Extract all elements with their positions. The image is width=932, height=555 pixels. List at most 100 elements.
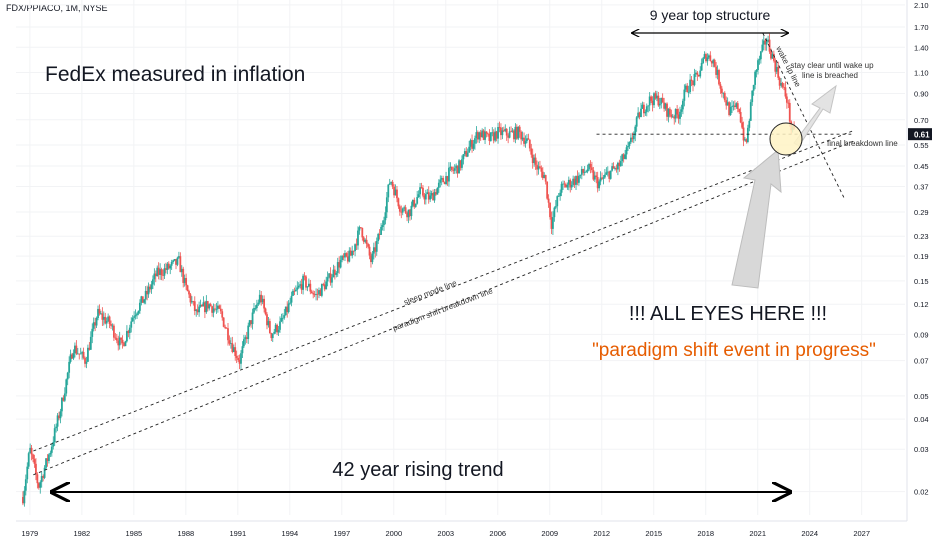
candle <box>515 124 518 140</box>
candle <box>56 412 59 432</box>
candle-body <box>289 302 291 304</box>
candle-body <box>76 353 79 355</box>
candle-body <box>231 343 234 352</box>
candle-body <box>232 347 235 352</box>
candle-body <box>781 82 784 87</box>
candle <box>459 160 462 171</box>
stay-clear-label-2: line is breached <box>802 71 858 80</box>
candle <box>354 243 356 257</box>
candle-body <box>576 176 579 183</box>
candle <box>645 103 648 117</box>
candle <box>152 275 154 290</box>
candle-body <box>628 142 631 146</box>
candle-body <box>216 305 219 309</box>
candle-body <box>383 220 385 226</box>
candle <box>546 181 549 200</box>
candle <box>198 301 201 317</box>
candle <box>771 52 774 59</box>
candle <box>283 309 286 320</box>
candle-body <box>74 345 76 354</box>
candle-body <box>514 126 517 140</box>
candle-body <box>121 339 124 344</box>
candle-body <box>608 171 611 179</box>
candle-body <box>281 317 284 319</box>
candle <box>370 252 372 268</box>
candle-body <box>182 268 185 283</box>
candle-body <box>627 145 629 148</box>
candle-body <box>513 130 515 140</box>
candle <box>263 295 265 313</box>
candle <box>218 304 221 310</box>
candle-body <box>602 177 605 179</box>
candle <box>413 197 416 209</box>
candle <box>341 254 343 263</box>
candle <box>27 451 30 469</box>
candle-body <box>266 314 268 326</box>
candle-body <box>592 170 595 180</box>
candle <box>686 83 689 93</box>
candle <box>553 206 556 222</box>
candle-body <box>591 167 593 171</box>
candle <box>186 284 189 292</box>
candle-body <box>195 309 198 312</box>
candle <box>788 99 791 127</box>
candle <box>420 182 423 189</box>
candle <box>264 307 267 316</box>
candle-body <box>739 112 742 123</box>
candle-body <box>416 197 419 204</box>
candle <box>732 101 735 111</box>
candle <box>349 247 352 256</box>
candle-body <box>193 301 196 312</box>
candle <box>517 126 520 141</box>
candle <box>40 471 43 488</box>
candle-body <box>746 127 749 142</box>
candle-body <box>323 284 326 290</box>
candle <box>757 58 759 75</box>
candle-body <box>299 284 302 286</box>
candle-body <box>774 60 777 72</box>
candle <box>351 245 354 259</box>
candle <box>488 129 491 146</box>
candle <box>543 172 546 179</box>
candle <box>785 93 788 109</box>
candle-body <box>528 139 531 149</box>
axes: 2.10 1.70 1.40 1.10 0.90 0.70 0.55 0.45 0.37 0.29… <box>16 0 932 538</box>
candle-body <box>192 301 195 303</box>
candle-body <box>520 131 523 140</box>
time-tick-label: 2027 <box>853 529 870 538</box>
price-tick-label: 0.70 <box>914 116 929 125</box>
candle <box>215 302 218 314</box>
candle-body <box>188 291 190 295</box>
candle <box>401 207 404 216</box>
candle <box>365 235 368 249</box>
candle <box>261 295 264 305</box>
candle <box>705 52 707 63</box>
candle <box>784 81 787 99</box>
candle <box>668 106 671 118</box>
candle <box>733 100 736 110</box>
candle <box>228 335 231 346</box>
candle <box>656 90 658 102</box>
candle <box>105 317 108 329</box>
candle-body <box>81 351 84 354</box>
candle <box>335 271 338 278</box>
all-eyes-label: !!! ALL EYES HERE !!! <box>629 303 827 325</box>
candle-body <box>494 131 497 141</box>
candle <box>172 259 175 264</box>
candle <box>251 308 254 330</box>
candle-body <box>292 290 294 296</box>
time-tick-label: 1994 <box>281 529 298 538</box>
candle-body <box>707 55 710 58</box>
candle-body <box>170 261 173 266</box>
candle-body <box>575 176 577 185</box>
time-tick-label: 1988 <box>177 529 194 538</box>
candle-body <box>748 120 751 128</box>
candle <box>273 329 276 335</box>
candle-body <box>315 293 317 295</box>
candle <box>35 458 37 481</box>
candle-body <box>351 250 354 256</box>
candle-body <box>244 337 247 340</box>
candle-body <box>157 267 160 275</box>
